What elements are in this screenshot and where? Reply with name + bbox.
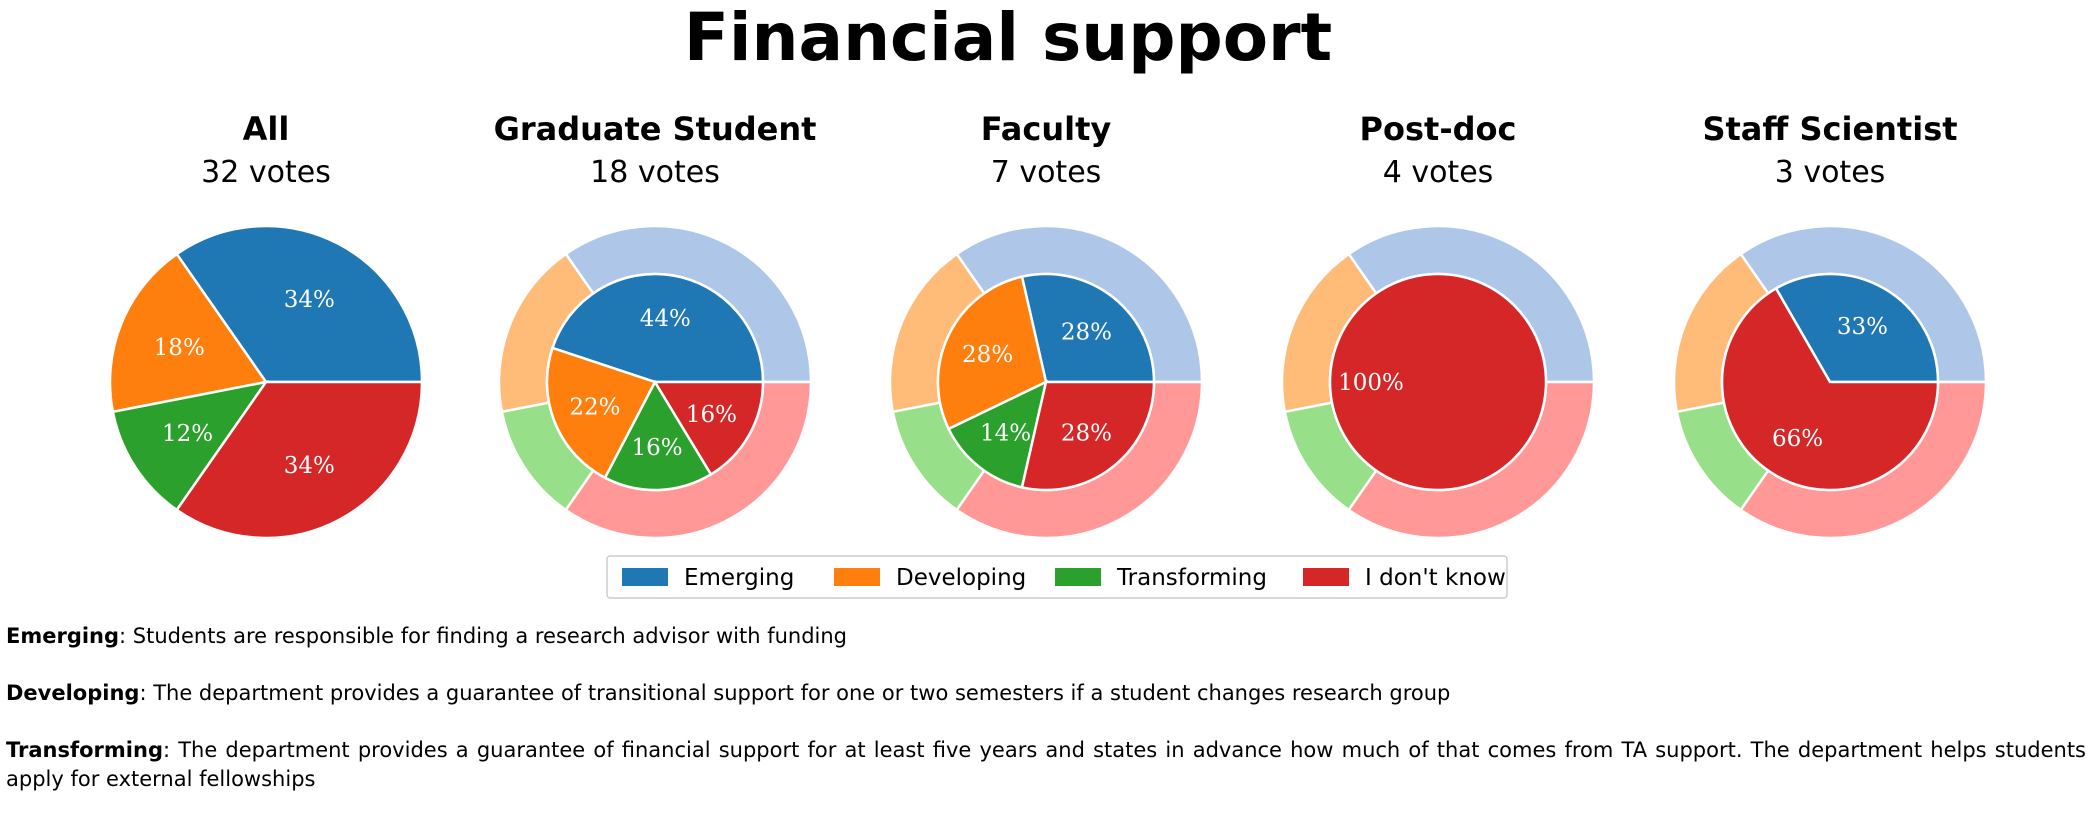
pie-panel-all: All 32 votes 34% 18% 12% 34% <box>108 110 424 540</box>
definition-term: Transforming <box>6 738 163 762</box>
legend-item-transforming: Transforming <box>1055 565 1267 591</box>
panel-votes: 32 votes <box>201 155 331 190</box>
pie-slice-developing <box>545 346 657 480</box>
panel-title: Post-doc <box>1360 110 1517 148</box>
definition-emerging: Emerging: Students are responsible for f… <box>6 622 2086 651</box>
pie-panel-post-doc: Post-doc 4 votes 100% <box>1280 110 1596 540</box>
panel-votes: 7 votes <box>991 155 1102 190</box>
legend-item-i-don-t-know: I don't know <box>1303 565 1506 591</box>
definition-text: : The department provides a guarantee of… <box>6 738 2086 791</box>
pie-panels: All 32 votes 34% 18% 12% 34% Graduate Student 1… <box>108 110 1988 540</box>
legend-item-developing: Developing <box>834 565 1026 591</box>
pie-slice-emerging <box>1774 272 1940 384</box>
legend-swatch <box>1055 568 1101 586</box>
panel-votes: 4 votes <box>1383 155 1494 190</box>
pie-label-emerging: 33% <box>1837 314 1888 340</box>
panel-title: All <box>243 110 290 148</box>
legend-swatch <box>1303 568 1349 586</box>
legend-label: Emerging <box>684 565 794 591</box>
pie-label-emerging: 44% <box>640 306 691 332</box>
definition-text: : Students are responsible for finding a… <box>119 624 848 648</box>
legend-label: Transforming <box>1116 565 1267 591</box>
pie-label-emerging: 34% <box>284 287 335 313</box>
pie-label-i-don-t-know: 28% <box>1061 421 1112 447</box>
legend-item-emerging: Emerging <box>622 565 794 591</box>
legend: Emerging Developing Transforming I don't kn… <box>606 555 1508 599</box>
pie-slice-transforming <box>111 380 269 512</box>
pie-slice-emerging <box>550 272 765 384</box>
panel-title: Staff Scientist <box>1702 110 1957 148</box>
definition-text: : The department provides a guarantee of… <box>139 681 1451 705</box>
pie-label-i-don-t-know: 16% <box>686 402 737 428</box>
pie-label-i-don-t-know: 34% <box>284 453 335 479</box>
pie-panel-graduate-student: Graduate Student 18 votes 44% 22% 16%16% <box>494 110 817 540</box>
pie-label-transforming: 14% <box>980 421 1031 447</box>
pie-slice-developing <box>108 252 269 414</box>
definitions: Emerging: Students are responsible for f… <box>6 622 2086 822</box>
pie-panel-faculty: Faculty 7 votes 28% 28% 14% 28% <box>888 110 1204 540</box>
pie-label-i-don-t-know: 66% <box>1772 426 1823 452</box>
pie-label-emerging: 28% <box>1061 319 1112 345</box>
pie-panel-staff-scientist: Staff Scientist 3 votes 33% 66% <box>1672 110 1988 540</box>
pie-slice-emerging <box>175 224 424 384</box>
pie-label-transforming: 16% <box>632 435 683 461</box>
pie-label-developing: 28% <box>962 342 1013 368</box>
pie-label-developing: 22% <box>569 394 620 420</box>
chart-title: Financial support <box>684 0 1332 76</box>
panel-votes: 18 votes <box>590 155 720 190</box>
pie-slice-developing <box>936 275 1048 431</box>
panel-votes: 3 votes <box>1775 155 1886 190</box>
definition-term: Developing <box>6 681 140 705</box>
pie-label-developing: 18% <box>154 335 205 361</box>
legend-label: Developing <box>896 565 1026 591</box>
pie-slice-i-don-t-know <box>1328 272 1548 492</box>
pie-slice-transforming <box>603 379 713 492</box>
legend-swatch <box>622 568 668 586</box>
financial-support-chart: Financial support All 32 votes 34% 18% 12% 34… <box>108 0 1988 599</box>
pie-label-i-don-t-know: 100% <box>1338 370 1404 396</box>
definition-transforming: Transforming: The department provides a … <box>6 736 2086 794</box>
panel-title: Faculty <box>981 110 1112 148</box>
pie-slice-i-don-t-know <box>652 380 765 477</box>
pie-slice-transforming <box>947 379 1048 489</box>
pie-slice-emerging <box>1020 272 1156 384</box>
pie-slice-i-don-t-know <box>1020 380 1156 492</box>
definition-term: Emerging <box>6 624 120 648</box>
pie-slice-i-don-t-know <box>1720 286 1940 492</box>
legend-label: I don't know <box>1365 565 1506 591</box>
definition-developing: Developing: The department provides a gu… <box>6 679 2086 708</box>
panel-title: Graduate Student <box>494 110 817 148</box>
pie-slice-i-don-t-know <box>175 380 424 540</box>
legend-swatch <box>834 568 880 586</box>
pie-label-transforming: 12% <box>162 421 213 447</box>
